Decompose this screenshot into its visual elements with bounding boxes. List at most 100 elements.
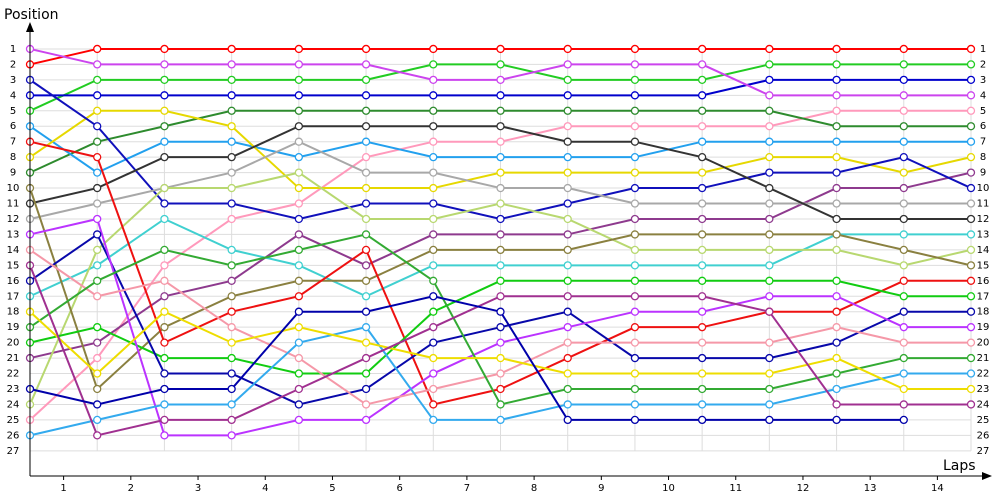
y-tick-label: 8	[10, 152, 16, 163]
data-point	[966, 384, 976, 394]
data-point	[765, 91, 774, 100]
data-point	[294, 137, 304, 146]
data-point	[765, 168, 774, 177]
data-point	[361, 261, 371, 270]
data-point	[227, 353, 236, 363]
data-point	[496, 307, 505, 316]
data-point	[563, 276, 572, 285]
data-point	[697, 245, 707, 255]
data-point	[429, 91, 438, 100]
data-point	[160, 91, 169, 100]
data-point	[93, 353, 102, 363]
data-point	[361, 353, 371, 363]
data-point	[563, 353, 572, 363]
data-point	[361, 400, 371, 409]
data-point	[765, 245, 774, 255]
y2-tick-label: 8	[980, 152, 986, 163]
data-point	[93, 369, 102, 378]
y-tick-label: 3	[10, 75, 16, 86]
y-tick-label: 21	[7, 353, 20, 364]
data-point	[832, 230, 841, 239]
y-tick-label: 10	[7, 183, 20, 194]
data-point	[429, 214, 438, 224]
y-tick-label: 24	[7, 399, 20, 410]
data-point	[966, 122, 976, 131]
data-point	[160, 261, 169, 270]
data-point	[966, 353, 976, 363]
data-point	[832, 152, 841, 162]
data-point	[93, 60, 102, 69]
y-arrow	[26, 22, 34, 32]
data-point	[630, 44, 640, 54]
y2-tick-label: 24	[977, 399, 990, 410]
data-point	[563, 338, 572, 347]
data-point	[966, 75, 976, 85]
data-point	[361, 369, 371, 378]
data-point	[227, 292, 236, 301]
y-tick-label: 7	[10, 137, 16, 148]
data-point	[832, 369, 841, 378]
data-point	[429, 44, 438, 54]
data-point	[563, 75, 572, 85]
data-point	[765, 44, 774, 54]
data-point	[160, 60, 169, 69]
data-point	[294, 214, 304, 224]
data-point	[294, 199, 304, 208]
y-tick-label: 2	[10, 59, 16, 70]
data-point	[93, 106, 102, 115]
data-point	[429, 168, 438, 177]
y2-tick-label: 26	[977, 430, 990, 441]
data-point	[496, 214, 505, 224]
y-tick-label: 25	[7, 415, 20, 426]
data-point	[93, 261, 102, 270]
data-point	[160, 369, 169, 378]
data-point	[361, 338, 371, 347]
data-point	[832, 384, 841, 394]
data-point	[294, 75, 304, 85]
data-point	[227, 199, 236, 208]
data-point	[630, 122, 640, 131]
data-point	[765, 369, 774, 378]
data-point	[630, 400, 640, 409]
data-point	[361, 75, 371, 85]
y2-tick-label: 9	[980, 168, 986, 179]
data-point	[630, 307, 640, 316]
data-point	[227, 245, 236, 255]
data-point	[93, 214, 102, 224]
data-point	[966, 44, 976, 54]
x-tick-label: 8	[531, 483, 537, 494]
data-point	[563, 230, 572, 239]
data-point	[765, 384, 774, 394]
y-tick-label: 9	[10, 168, 16, 179]
data-point	[429, 415, 438, 425]
data-point	[966, 230, 976, 239]
data-point	[429, 261, 438, 270]
data-point	[899, 183, 908, 193]
data-point	[899, 44, 908, 54]
data-point	[227, 323, 236, 332]
series-line	[29, 295, 904, 421]
x-tick-label: 4	[262, 483, 268, 494]
data-point	[93, 245, 102, 255]
y-tick-label: 18	[7, 307, 20, 318]
data-point	[966, 307, 976, 316]
data-point	[361, 106, 371, 115]
data-point	[93, 415, 102, 425]
data-point	[361, 245, 371, 255]
y2-tick-label: 5	[980, 106, 986, 117]
data-point	[899, 122, 908, 131]
data-point	[697, 122, 707, 131]
data-point	[93, 199, 102, 208]
data-point	[160, 307, 169, 316]
data-point	[630, 245, 640, 255]
data-point	[429, 183, 438, 193]
y2-tick-label: 15	[977, 260, 990, 271]
data-point	[630, 261, 640, 270]
data-point	[563, 44, 572, 54]
data-point	[899, 168, 908, 177]
x-tick-label: 1	[60, 483, 66, 494]
data-point	[294, 276, 304, 285]
y-tick-label: 20	[7, 338, 20, 349]
data-point	[227, 307, 236, 316]
data-point	[697, 276, 707, 285]
